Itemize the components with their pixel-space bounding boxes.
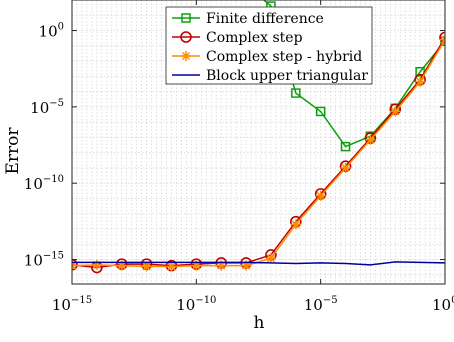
y-axis-label: Error <box>3 127 23 175</box>
series-3-point <box>290 219 301 230</box>
series-layer <box>72 0 445 274</box>
y-tick-label: 10−15 <box>24 251 64 270</box>
legend-box <box>165 6 373 85</box>
y-tick-label: 100 <box>39 22 64 41</box>
asterisk-stroke <box>316 191 325 200</box>
series-3-point <box>315 190 326 201</box>
asterisk-stroke <box>266 254 275 263</box>
series-3-point <box>340 162 351 173</box>
series-3-point <box>265 253 276 264</box>
series-line-4 <box>72 261 445 266</box>
asterisk-stroke <box>192 261 201 270</box>
plot-frame <box>71 0 446 285</box>
series-3-point <box>440 34 445 45</box>
series-3-point <box>390 106 401 117</box>
series-1-point <box>291 88 301 98</box>
series-3-point <box>72 260 77 271</box>
asterisk-stroke <box>72 261 77 267</box>
asterisk-stroke <box>242 261 251 270</box>
asterisk-stroke <box>416 77 425 86</box>
asterisk-stroke <box>440 38 445 44</box>
series-3-point <box>91 259 102 270</box>
asterisk-stroke <box>341 163 350 172</box>
series-3-point <box>415 76 426 87</box>
asterisk-stroke <box>391 107 400 116</box>
asterisk-stroke <box>366 135 375 144</box>
y-tick-label: 10−5 <box>30 98 64 117</box>
asterisk-stroke <box>440 35 445 41</box>
asterisk-stroke <box>117 261 126 270</box>
series-3-point <box>141 261 152 272</box>
asterisk-stroke <box>181 51 191 61</box>
legend-swatch-marker <box>181 13 191 23</box>
asterisk-stroke <box>167 262 176 271</box>
asterisk-stroke <box>72 264 77 270</box>
axes: 10−15 10−10 10−5 100 10−15 10−10 10−5 100 <box>24 0 454 314</box>
asterisk-stroke <box>142 262 151 271</box>
legend-swatch-marker <box>181 51 191 61</box>
legend-label: Block upper triangular <box>206 68 368 84</box>
series-1-point <box>340 141 351 152</box>
series-1-point <box>315 106 326 117</box>
legend-label: Complex step <box>206 30 303 46</box>
series-line-2 <box>72 37 445 269</box>
y-tick-label: 10−10 <box>24 174 64 193</box>
x-tick-label: 10−5 <box>304 295 338 314</box>
series-3-point <box>116 260 127 271</box>
asterisk-stroke <box>291 220 300 229</box>
legend: Finite difference Complex step Complex ste… <box>165 6 373 85</box>
x-axis-label: h <box>254 313 265 333</box>
series-3-point <box>191 260 202 271</box>
legend-swatch-marker <box>180 31 192 43</box>
series-3-point <box>166 261 177 272</box>
series-2-point <box>439 31 445 44</box>
x-tick-label: 10−15 <box>52 295 92 314</box>
legend-label: Finite difference <box>206 11 324 27</box>
series-3-point <box>365 134 376 145</box>
x-tick-label: 10−10 <box>176 295 216 314</box>
asterisk-stroke <box>217 261 226 270</box>
series-line-1 <box>262 0 445 148</box>
legend-label: Complex step - hybrid <box>206 49 362 65</box>
x-tick-label: 100 <box>432 295 454 314</box>
